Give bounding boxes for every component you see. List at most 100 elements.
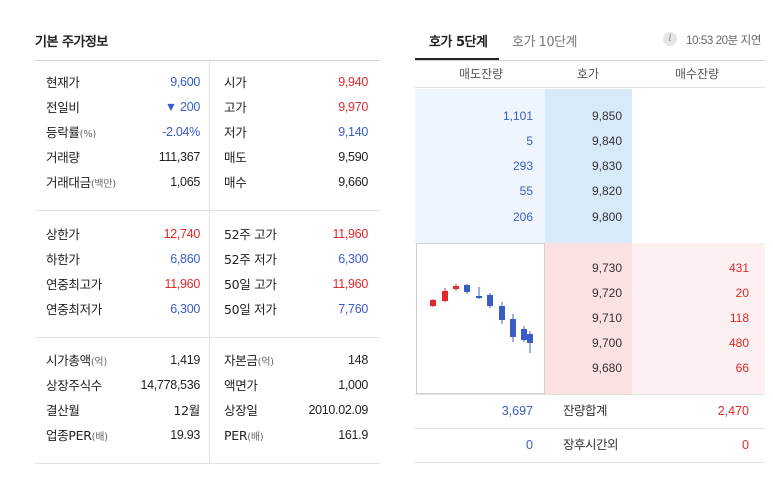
candle	[521, 326, 527, 342]
ask-row[interactable]: 1,101 9,850	[415, 104, 765, 129]
ask-qty: 55	[519, 184, 533, 198]
divider	[415, 394, 765, 395]
total-remaining-row: 3,697 잔량합계 2,470	[415, 394, 765, 428]
tab-orderbook-10[interactable]: 호가 10단계	[512, 35, 578, 50]
value-change-rate: -2.04%	[162, 125, 200, 139]
row-change: 전일비 ▼ 200 고가 9,970	[35, 95, 380, 120]
label-per-text: PER	[224, 428, 248, 443]
value-change: ▼ 200	[164, 100, 201, 114]
orderbook-header: 매도잔량 호가 매수잔량	[415, 61, 765, 88]
column-divider	[209, 61, 210, 210]
bid-price: 9,730	[592, 261, 623, 275]
label-market-cap-text: 시가총액	[46, 353, 91, 368]
row-year-high: 연중최고가 11,960 50일 고가 11,960	[35, 272, 380, 297]
divider	[415, 428, 765, 429]
ask-price-area	[545, 89, 632, 243]
header-bid-qty: 매수잔량	[675, 67, 720, 81]
bid-row[interactable]: 9,680 66	[415, 356, 765, 381]
row-current-price: 현재가 9,600 시가 9,940	[35, 70, 380, 95]
value-year-low: 6,300	[170, 302, 200, 316]
ask-price: 9,830	[592, 159, 623, 173]
value-upper-limit: 12,740	[163, 227, 201, 241]
bid-row[interactable]: 9,710 118	[415, 306, 765, 331]
label-industry-per-text: 업종PER	[46, 428, 92, 443]
total-ask-qty: 3,697	[501, 404, 533, 418]
value-industry-per: 19.93	[170, 428, 200, 442]
mini-candle-chart-svg	[430, 284, 533, 353]
divider	[35, 337, 380, 338]
value-volume: 111,367	[158, 150, 201, 164]
value-current-price: 9,600	[170, 75, 200, 89]
basic-info-title: 기본 주가정보	[35, 35, 108, 50]
label-capital-unit: (억)	[257, 357, 274, 368]
label-lower-limit: 하한가	[46, 252, 80, 267]
ask-qty: 1,101	[502, 109, 533, 123]
candle	[464, 284, 470, 294]
label-par-value: 액면가	[224, 378, 258, 393]
ask-qty: 5	[526, 134, 533, 148]
value-open: 9,940	[338, 75, 368, 89]
divider	[35, 463, 380, 464]
column-divider	[209, 211, 210, 337]
divider	[415, 462, 765, 463]
ask-qty: 293	[512, 159, 533, 173]
bid-qty: 431	[728, 261, 749, 275]
value-market-cap: 1,419	[170, 353, 200, 367]
bid-row[interactable]: 9,720 20	[415, 281, 765, 306]
value-low: 9,140	[338, 125, 368, 139]
row-fiscal-month: 결산월 12월 상장일 2010.02.09	[35, 398, 380, 423]
info-icon[interactable]: i	[663, 32, 677, 46]
row-trade-value: 거래대금(백만) 1,065 매수 9,660	[35, 170, 380, 195]
label-high: 고가	[224, 100, 247, 115]
label-industry-per-unit: (배)	[91, 432, 108, 443]
row-upper-limit: 상한가 12,740 52주 고가 11,960	[35, 222, 380, 247]
label-open: 시가	[224, 75, 247, 90]
candle	[442, 288, 448, 302]
candle	[430, 299, 436, 307]
ask-row[interactable]: 293 9,830	[415, 154, 765, 179]
label-listing-date: 상장일	[224, 403, 258, 418]
candle	[476, 287, 482, 299]
value-50d-high: 11,960	[332, 277, 368, 291]
row-listed-shares: 상장주식수 14,778,536 액면가 1,000	[35, 373, 380, 398]
candle	[510, 314, 516, 342]
label-52w-high: 52주 고가	[224, 227, 277, 242]
divider	[35, 210, 380, 211]
tab-orderbook-5[interactable]: 호가 5단계	[429, 35, 488, 50]
label-52w-low: 52주 저가	[224, 252, 277, 267]
value-52w-high: 11,960	[332, 227, 368, 241]
value-capital: 148	[348, 353, 368, 367]
row-lower-limit: 하한가 6,860 52주 저가 6,300	[35, 247, 380, 272]
active-tab-indicator	[415, 58, 499, 60]
label-fiscal-month: 결산월	[46, 403, 80, 418]
value-bid: 9,660	[338, 175, 368, 189]
label-ask: 매도	[224, 150, 247, 165]
row-year-low: 연중최저가 6,300 50일 저가 7,760	[35, 297, 380, 322]
label-per-unit: (배)	[247, 432, 264, 443]
label-capital-text: 자본금	[224, 353, 258, 368]
bid-qty: 118	[729, 311, 749, 325]
label-year-low: 연중최저가	[46, 302, 103, 317]
divider	[35, 60, 380, 61]
value-high: 9,970	[338, 100, 368, 114]
value-listing-date: 2010.02.09	[308, 403, 368, 417]
total-label: 잔량합계	[563, 403, 608, 418]
total-bid-qty: 2,470	[717, 404, 749, 418]
ask-row[interactable]: 206 9,800	[415, 205, 765, 230]
label-change-rate-unit: (%)	[79, 129, 97, 140]
label-capital: 자본금(억)	[224, 348, 274, 375]
value-par-value: 1,000	[338, 378, 368, 392]
value-lower-limit: 6,860	[170, 252, 200, 266]
bid-price-area	[545, 243, 632, 394]
column-divider	[209, 338, 210, 463]
label-bid: 매수	[224, 175, 247, 190]
ask-row[interactable]: 5 9,840	[415, 129, 765, 154]
value-fiscal-month: 12월	[173, 403, 200, 418]
bid-row[interactable]: 9,700 480	[415, 331, 765, 356]
ask-row[interactable]: 55 9,820	[415, 179, 765, 204]
after-hours-ask-qty: 0	[526, 438, 533, 452]
label-industry-per: 업종PER(배)	[46, 423, 108, 450]
bid-row[interactable]: 9,730 431	[415, 256, 765, 281]
label-listed-shares: 상장주식수	[46, 378, 103, 393]
ask-qty-area	[415, 89, 545, 243]
